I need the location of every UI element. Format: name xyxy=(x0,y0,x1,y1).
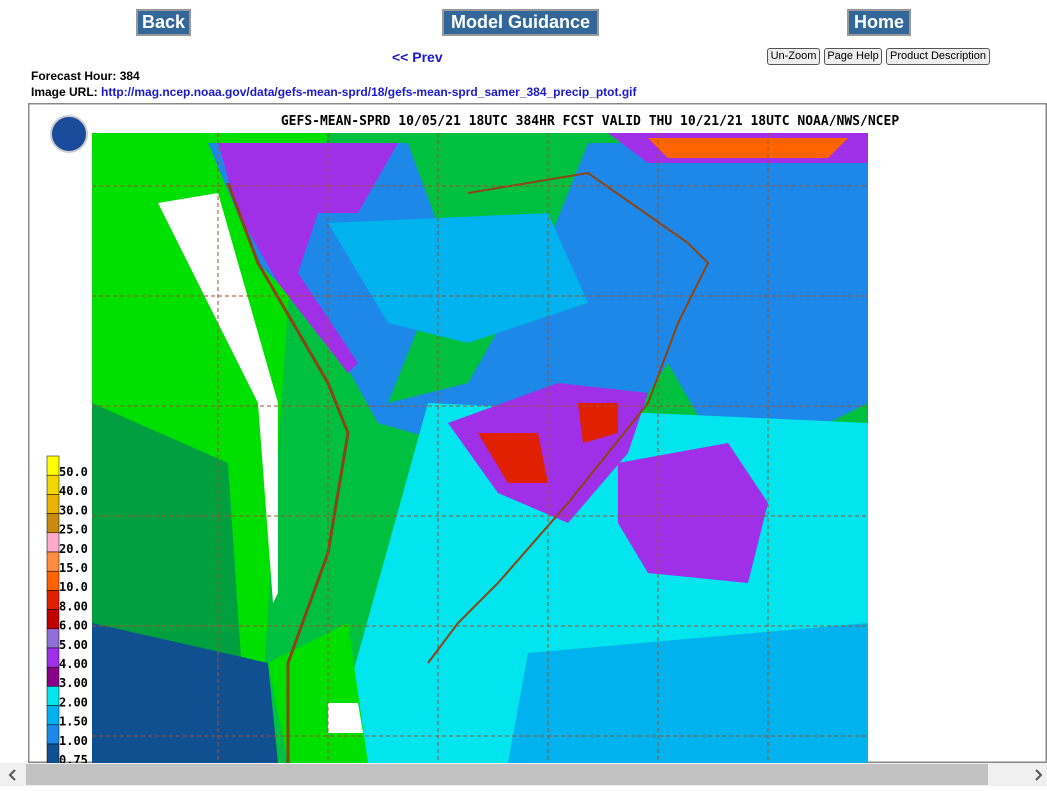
legend-label: 1.00 xyxy=(59,734,88,748)
legend-label: 30.0 xyxy=(59,503,88,517)
legend-swatch xyxy=(46,551,60,572)
legend-label: 1.50 xyxy=(59,715,88,729)
scroll-left[interactable] xyxy=(8,769,16,781)
legend-swatch xyxy=(46,532,60,553)
legend-label: 50.0 xyxy=(59,465,88,479)
value: 384 xyxy=(119,69,140,83)
legend-label: 2.00 xyxy=(59,695,88,709)
legend-label: 0.75 xyxy=(59,753,88,763)
prev-link[interactable]: << Prev xyxy=(392,49,443,65)
legend-swatch xyxy=(46,455,60,476)
legend-swatch xyxy=(46,686,60,706)
label: Forecast Hour: xyxy=(31,69,117,83)
back-button[interactable]: Back xyxy=(136,9,191,36)
legend-swatch xyxy=(46,494,60,514)
legend-label: 20.0 xyxy=(59,542,88,556)
legend-label: 10.0 xyxy=(59,580,88,594)
legend-swatch xyxy=(46,570,60,591)
legend-label: 25.0 xyxy=(59,523,88,537)
legend-swatch xyxy=(46,743,60,763)
legend: 50.0 40.0 30.0 25.0 20.0 15.0 10.0 8.00 6.00 5.00… xyxy=(46,455,88,763)
map-field xyxy=(92,133,868,763)
legend-swatch xyxy=(46,724,60,745)
legend-swatch xyxy=(46,647,60,668)
legend-label: 6.00 xyxy=(59,619,88,633)
tool-button[interactable]: Page Help xyxy=(824,48,882,65)
legend-label: 8.00 xyxy=(59,599,88,613)
home-button[interactable]: Home xyxy=(847,9,911,36)
legend-swatch xyxy=(46,609,60,630)
legend-swatch xyxy=(46,705,60,726)
scrollbar[interactable] xyxy=(0,763,1047,786)
legend-swatch xyxy=(46,590,60,610)
grid xyxy=(92,133,868,763)
tool-button[interactable]: Un-Zoom xyxy=(767,48,820,65)
legend-label: 40.0 xyxy=(59,484,88,498)
legend-swatch xyxy=(46,628,60,649)
model-guidance-button[interactable]: Model Guidance xyxy=(442,9,599,36)
forecast-hour: Forecast Hour: 384 xyxy=(31,69,140,83)
map-title: GEFS-MEAN-SPRD 10/05/21 18UTC 384HR FCST… xyxy=(281,114,899,129)
legend-swatch xyxy=(46,474,60,495)
image-url: Image URL: http://mag.ncep.noaa.gov/data… xyxy=(31,85,637,99)
legend-label: 5.00 xyxy=(59,638,88,652)
noaa-logo xyxy=(50,115,88,153)
forecast-map: GEFS-MEAN-SPRD 10/05/21 18UTC 384HR FCST… xyxy=(28,103,1047,763)
label: Image URL: xyxy=(31,85,98,99)
legend-swatch xyxy=(46,513,60,534)
scroll-thumb[interactable] xyxy=(26,764,988,785)
legend-label: 15.0 xyxy=(59,561,88,575)
tool-button[interactable]: Product Description xyxy=(886,48,990,65)
scroll-right[interactable] xyxy=(1035,769,1043,781)
image-link[interactable]: http://mag.ncep.noaa.gov/data/gefs-mean-… xyxy=(101,85,637,99)
scrollbar-graphic xyxy=(8,764,1043,785)
legend-label: 4.00 xyxy=(59,657,88,671)
legend-label: 3.00 xyxy=(59,676,88,690)
legend-swatch xyxy=(46,666,60,687)
